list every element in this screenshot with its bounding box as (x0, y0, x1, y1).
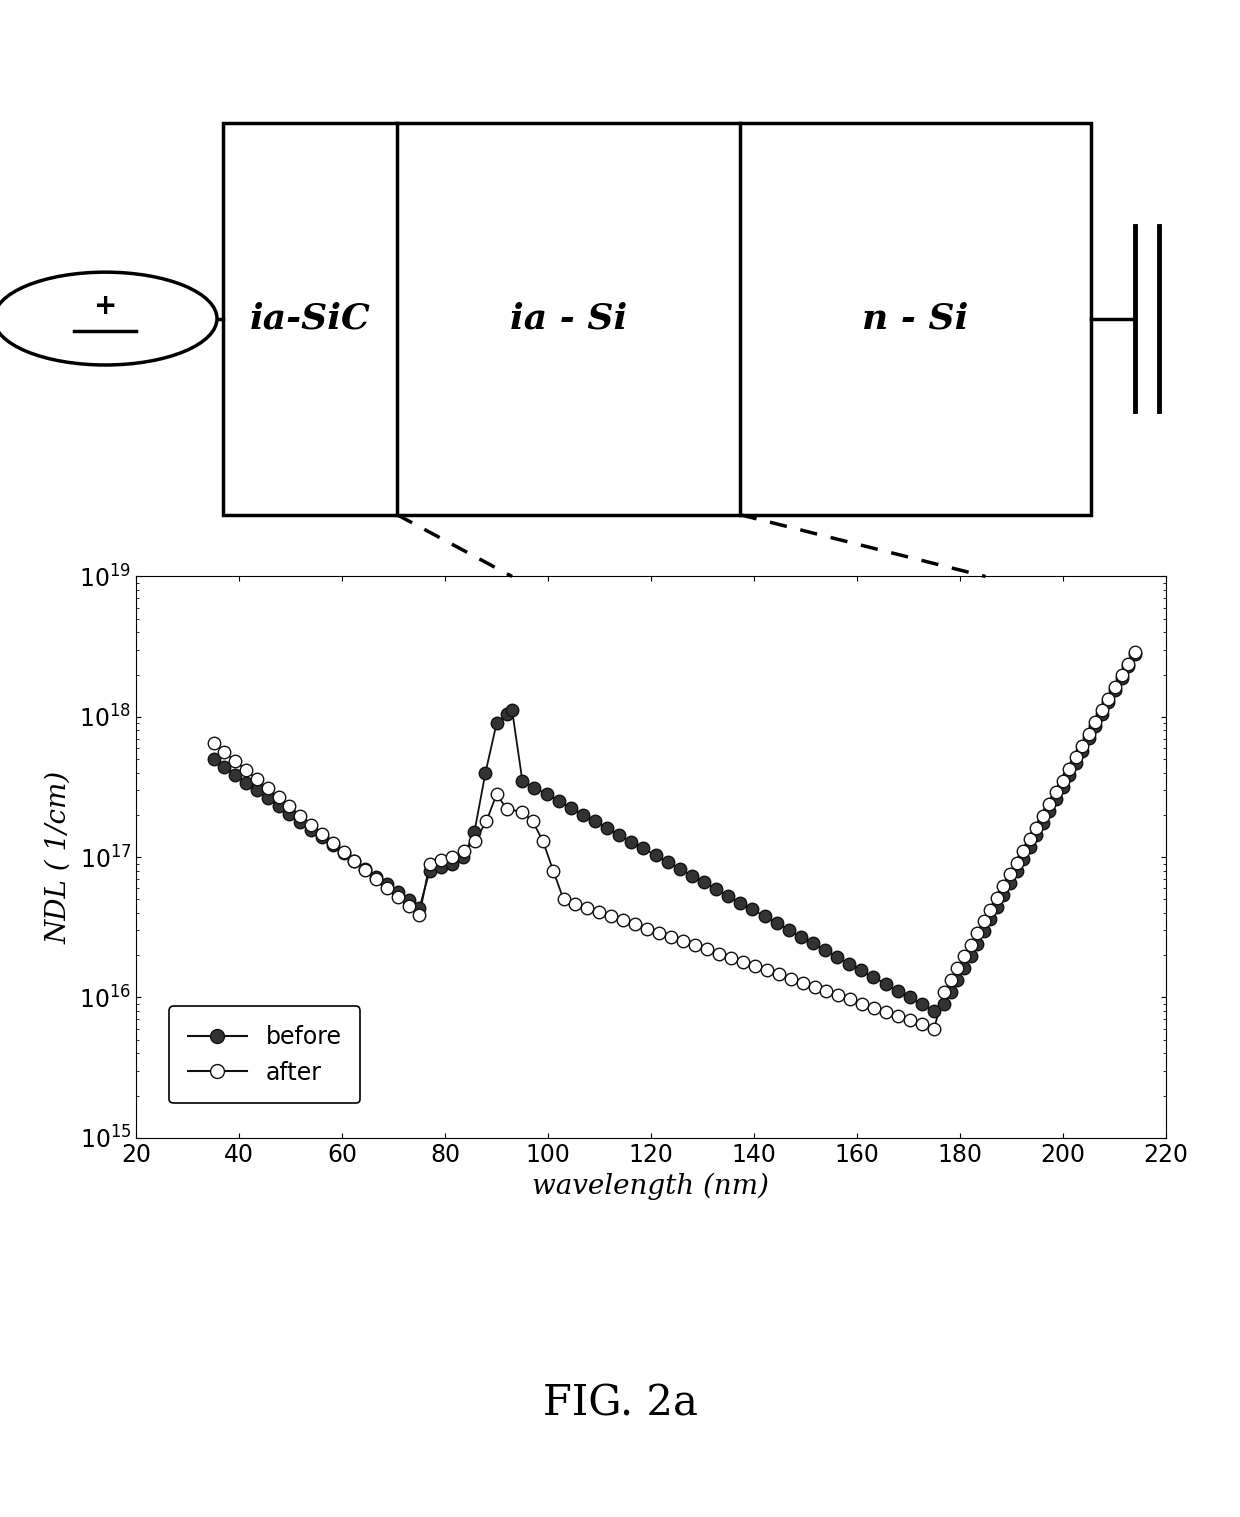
Legend: before, after: before, after (169, 1006, 361, 1103)
after (640, 919, 655, 938)
after (1127, 643, 1142, 661)
Text: ia-SiC: ia-SiC (249, 302, 371, 335)
after (983, 901, 998, 919)
after (206, 734, 221, 752)
before (206, 749, 221, 768)
after (467, 831, 482, 850)
Circle shape (0, 272, 217, 366)
Line: after: after (207, 646, 1141, 1035)
before (636, 839, 651, 857)
X-axis label: wavelength (nm): wavelength (nm) (532, 1173, 770, 1200)
after (926, 1019, 941, 1038)
after (604, 907, 619, 925)
before (600, 819, 615, 837)
Line: before: before (207, 648, 1141, 1018)
before (1127, 645, 1142, 663)
after (843, 991, 858, 1009)
before (926, 1001, 941, 1019)
before (842, 954, 857, 972)
Bar (223, 123, 1091, 514)
before (983, 910, 998, 928)
Text: ia - Si: ia - Si (510, 302, 627, 335)
Text: FIG. 2a: FIG. 2a (543, 1382, 697, 1424)
before (379, 875, 394, 894)
after (379, 878, 394, 897)
Text: n - Si: n - Si (862, 302, 968, 335)
before (467, 824, 482, 842)
Y-axis label: NDL ( 1/cm): NDL ( 1/cm) (46, 771, 72, 944)
Text: +: + (94, 291, 117, 320)
